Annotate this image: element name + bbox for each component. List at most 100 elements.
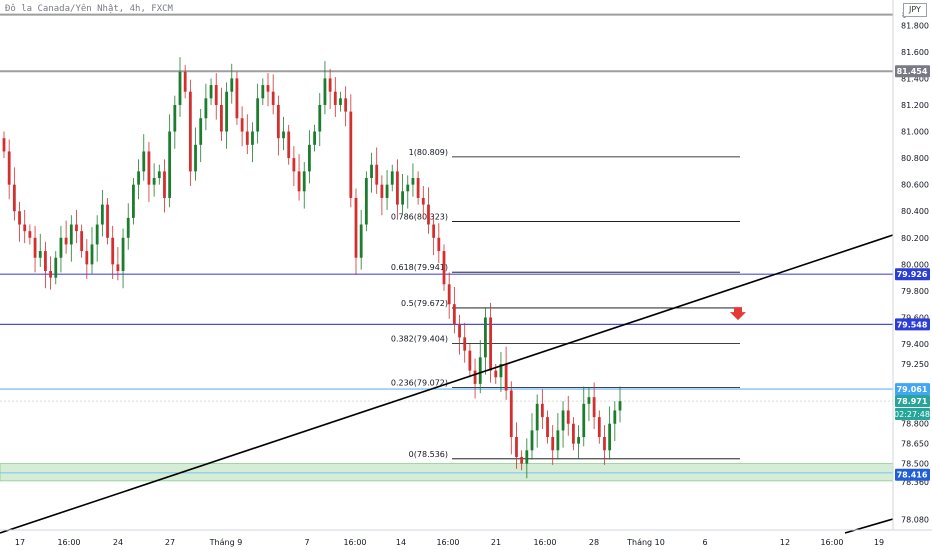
countdown-box <box>895 408 930 421</box>
candle-body <box>432 224 436 238</box>
candle-body <box>199 118 203 145</box>
candle-body <box>608 423 612 451</box>
fib-level-label: 0.382(79.404) <box>391 335 448 344</box>
candle-body <box>380 184 384 198</box>
candle-body <box>349 111 353 198</box>
candle-body <box>44 251 47 271</box>
candle-body <box>95 224 99 245</box>
candle-body <box>235 78 239 119</box>
candle-body <box>266 85 270 92</box>
x-tick-label: 16:00 <box>533 538 556 547</box>
x-tick-label: 24 <box>113 538 123 547</box>
candle-body <box>2 138 6 152</box>
candle-body <box>261 85 265 99</box>
y-tick-label: 78.360 <box>901 478 929 487</box>
y-tick-label: 78.080 <box>901 515 929 524</box>
candle-body <box>613 410 617 424</box>
candle-body <box>38 251 42 258</box>
candle-body <box>18 211 21 225</box>
candle-body <box>540 403 544 418</box>
candle-body <box>406 184 410 192</box>
y-tick-label: 81.000 <box>901 128 929 137</box>
fib-level-label: 0.5(79.672) <box>401 299 448 308</box>
candle-body <box>328 78 332 92</box>
candle-body <box>69 224 73 245</box>
y-tick-label: 79.600 <box>901 313 929 322</box>
candle-body <box>302 171 306 192</box>
y-tick-label: 78.650 <box>901 440 929 449</box>
candle-body <box>437 237 441 252</box>
candle-body <box>209 85 213 99</box>
candle-body <box>396 171 399 205</box>
x-tick-label: 14 <box>396 538 406 547</box>
candle-body <box>354 197 358 258</box>
candle-body <box>375 164 379 185</box>
price-label-text: 81.454 <box>897 67 928 76</box>
candle-body <box>561 410 565 431</box>
y-tick-label: 81.600 <box>901 48 929 57</box>
candle-body <box>592 397 596 418</box>
candle-body <box>137 171 140 185</box>
price-label-box <box>895 318 930 331</box>
currency-box[interactable]: JPY <box>903 3 927 17</box>
candle-body <box>64 237 68 245</box>
candle-body <box>173 104 177 132</box>
y-tick-label: 81.200 <box>901 101 929 110</box>
candle-body <box>401 191 404 205</box>
candle-body <box>458 324 461 338</box>
candle-body <box>111 237 115 265</box>
candle-body <box>276 104 280 139</box>
support-zone <box>0 463 894 482</box>
candle-body <box>535 403 539 431</box>
candle-body <box>618 401 622 411</box>
y-tick-label: 80.600 <box>901 181 929 190</box>
candle-body <box>463 337 467 351</box>
candle-body <box>499 363 503 378</box>
candle-body <box>370 164 373 179</box>
y-tick-label: 79.400 <box>901 340 929 349</box>
price-label-text: 78.416 <box>897 471 928 480</box>
x-tick-label: 16:00 <box>820 538 843 547</box>
fib-level-label: 1(80.809) <box>409 148 448 157</box>
candle-body <box>468 350 472 371</box>
candle-body <box>126 217 130 238</box>
candle-body <box>194 144 197 172</box>
candle-body <box>214 85 218 105</box>
candle-body <box>85 251 89 265</box>
candle-body <box>28 231 32 238</box>
fib-level-label: 0.786(80.323) <box>391 212 448 221</box>
candle-body <box>54 257 58 278</box>
candle-body <box>494 370 498 378</box>
candle-body <box>530 430 534 451</box>
candle-body <box>385 184 389 198</box>
candle-body <box>132 184 135 218</box>
candle-body <box>551 437 555 451</box>
x-tick-label: 17 <box>15 538 25 547</box>
candle-body <box>489 317 492 371</box>
candle-body <box>478 357 482 384</box>
candle-body <box>106 204 109 238</box>
candle-body <box>100 204 104 225</box>
fib-level-label: 0.236(79.072) <box>391 379 448 388</box>
price-label-text: 79.061 <box>897 385 928 394</box>
y-tick-label: 79.800 <box>901 287 929 296</box>
x-tick-label: 16:00 <box>343 538 366 547</box>
candle-body <box>12 184 16 212</box>
candle-body <box>121 237 125 271</box>
candle-body <box>515 437 518 457</box>
candle-body <box>59 237 63 258</box>
candle-body <box>245 131 249 145</box>
y-tick-label: 80.000 <box>901 260 929 269</box>
candle-body <box>484 317 487 358</box>
trendline-main <box>0 234 894 534</box>
candle-body <box>282 131 285 139</box>
y-tick-label: 80.800 <box>901 154 929 163</box>
candle-body <box>256 98 260 132</box>
candle-body <box>447 284 451 305</box>
price-label-box <box>895 395 930 408</box>
price-label-box <box>895 65 930 78</box>
candle-body <box>566 410 570 424</box>
x-tick-label: 19 <box>874 538 884 547</box>
candle-body <box>152 178 156 185</box>
